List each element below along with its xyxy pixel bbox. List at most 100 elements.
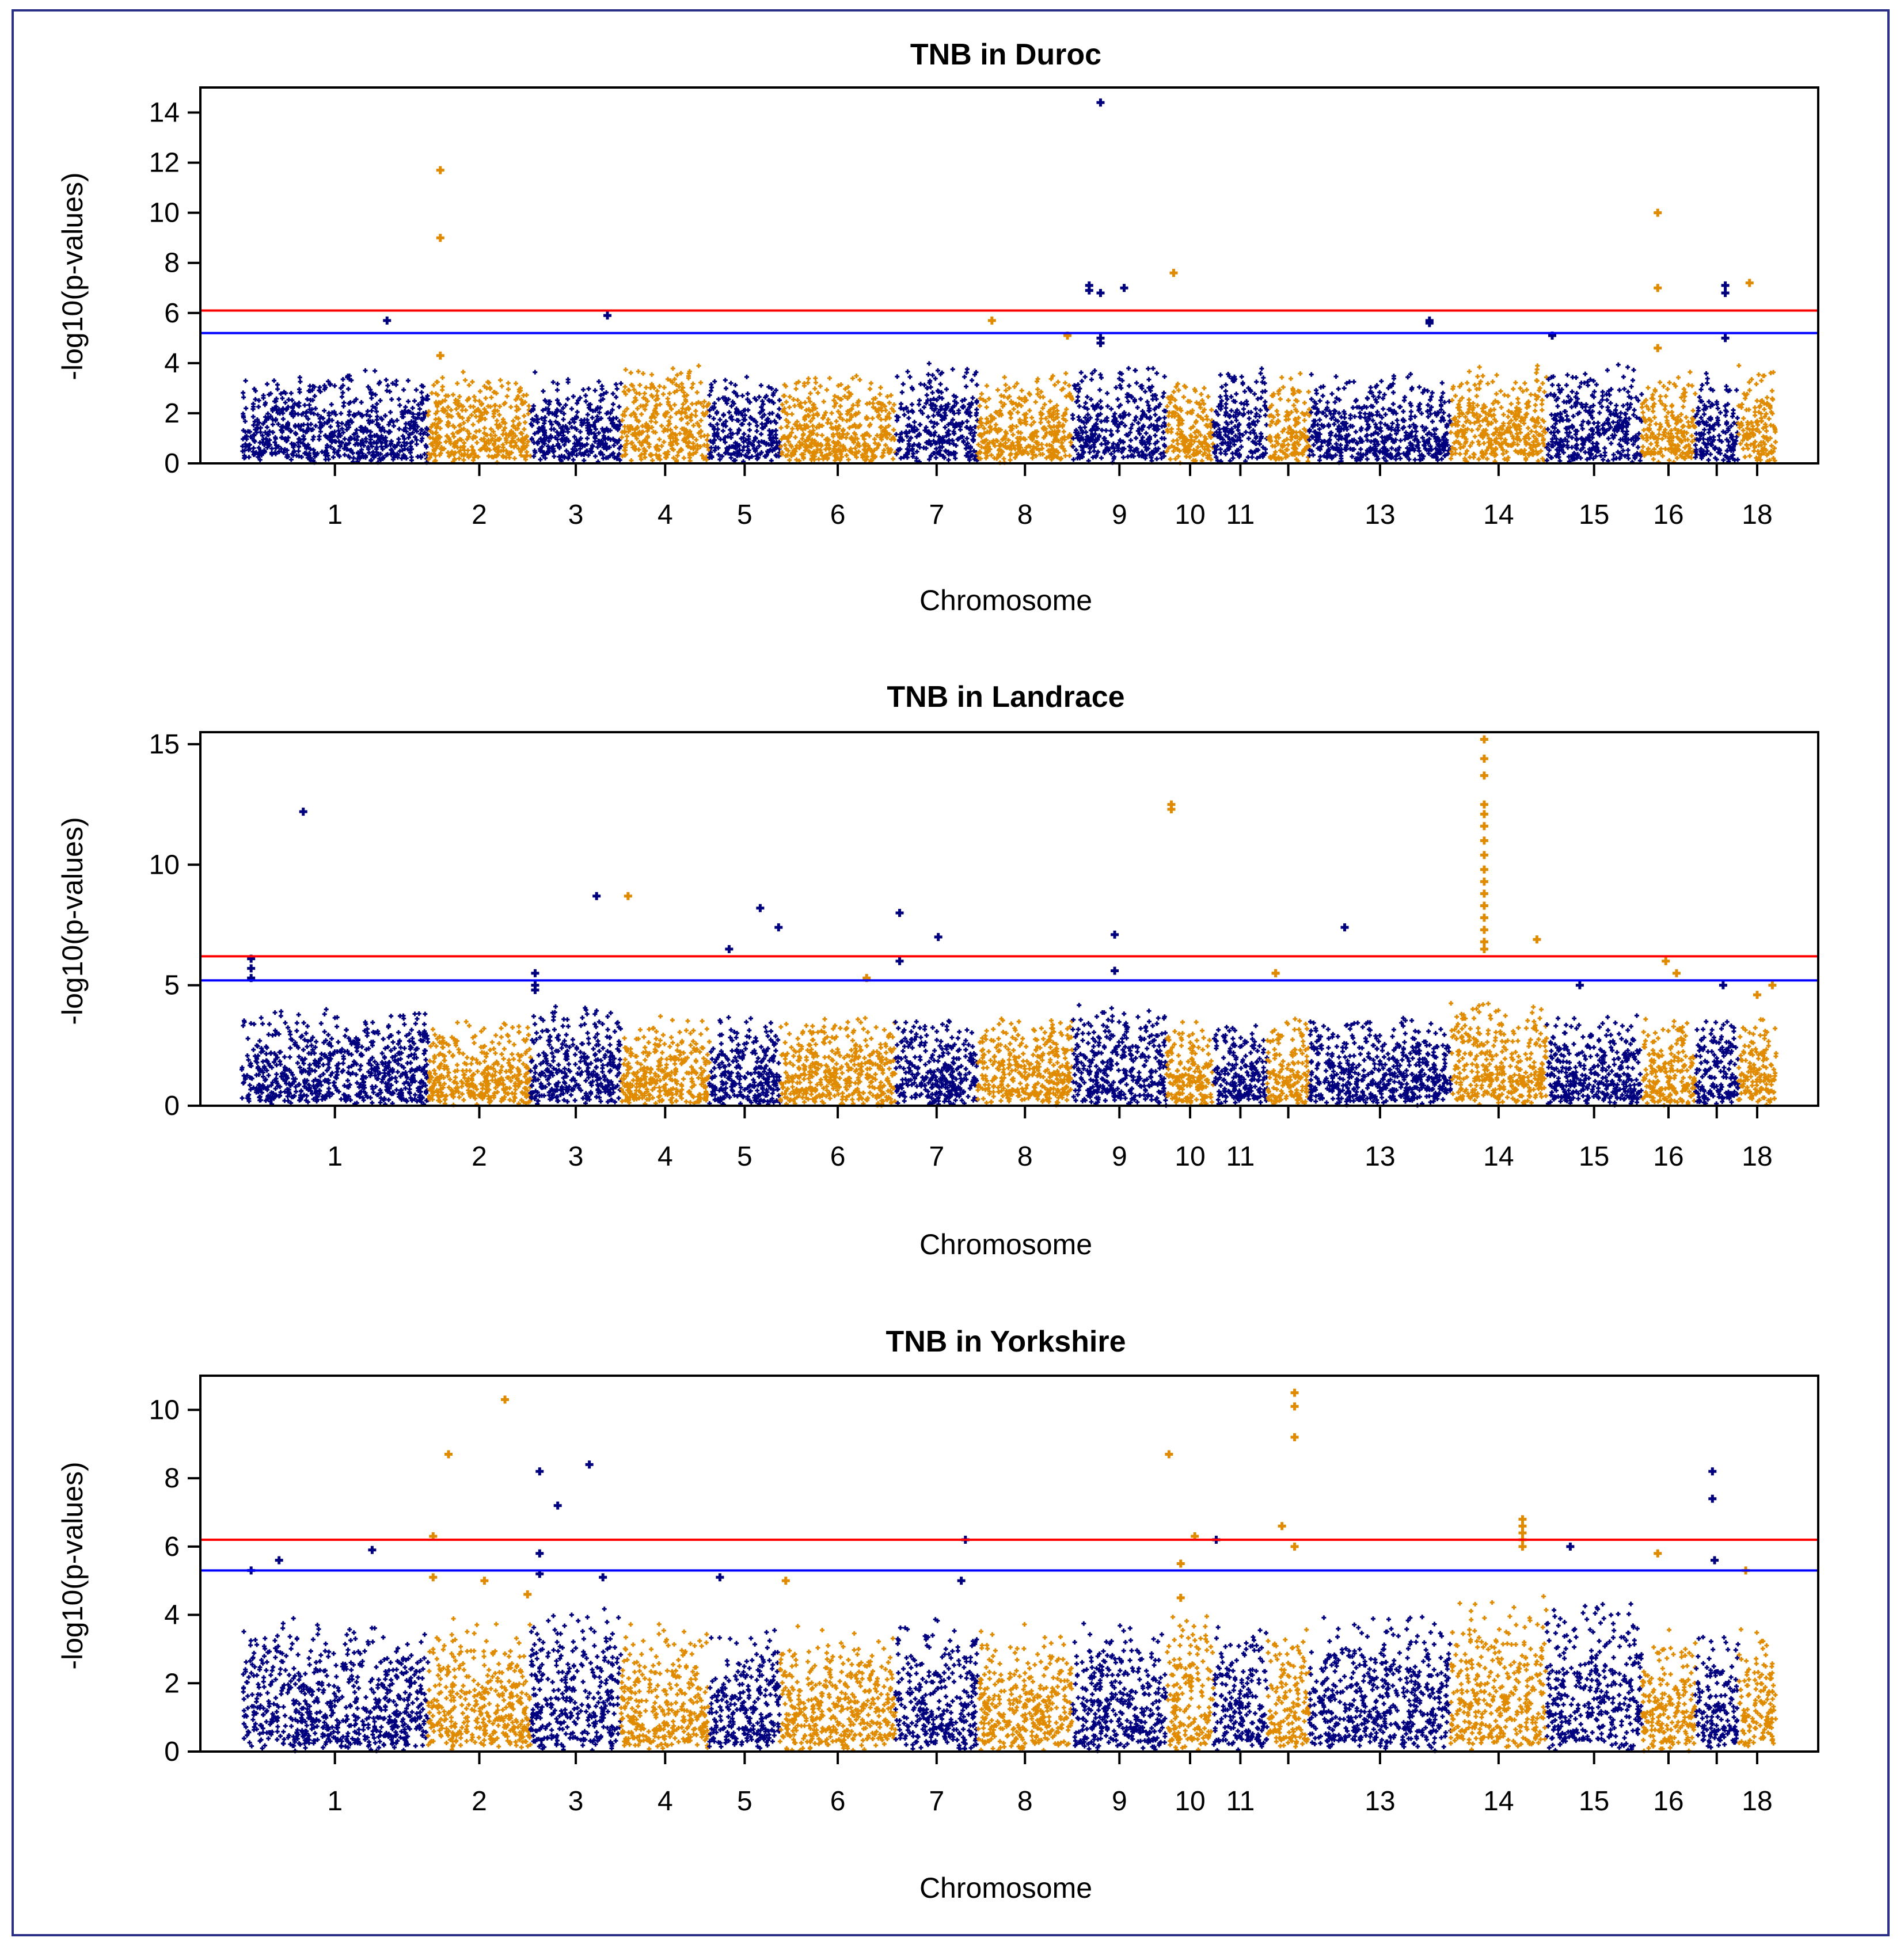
chromosome-label: 5 (737, 1786, 753, 1817)
y-tick-label: 6 (164, 298, 180, 329)
chromosome-label: 4 (658, 500, 673, 530)
plot-frame (199, 731, 1819, 1107)
snp-point-chr14 (1480, 735, 1488, 744)
chromosome-label: 2 (472, 1141, 487, 1172)
chromosome-label: 9 (1112, 500, 1127, 530)
snp-point-chr10 (1176, 1593, 1185, 1602)
chromosome-12-snps (1265, 1017, 1311, 1106)
chromosome-3-snps (529, 370, 624, 465)
snp-point-chr10 (1176, 1559, 1185, 1568)
snp-point-chr10 (1169, 269, 1178, 277)
chromosome-6-snps (778, 374, 898, 465)
chromosome-label: 14 (1483, 500, 1514, 530)
chromosome-2-snps (425, 1616, 533, 1752)
chromosome-4-snps (620, 363, 712, 465)
chromosome-label: 9 (1112, 1786, 1127, 1817)
snp-cloud (241, 1594, 1778, 1753)
chromosome-label: 7 (929, 500, 944, 530)
plot-frame (199, 86, 1819, 465)
chromosome-10-snps (1164, 1019, 1215, 1107)
chromosome-18-snps (1736, 1627, 1778, 1749)
chromosome-12-snps (1265, 371, 1312, 464)
chromosome-label: 6 (830, 1141, 846, 1172)
chromosome-13-snps (1307, 1015, 1453, 1108)
snp-point-chr18 (1745, 279, 1754, 287)
snp-point-chr14 (1480, 836, 1488, 845)
snp-point-chr14 (1480, 945, 1488, 953)
chromosome-label: 15 (1579, 1786, 1609, 1817)
snp-point-chr7 (895, 909, 904, 918)
chromosome-label: 16 (1653, 500, 1683, 530)
snp-point-chr5 (774, 923, 783, 932)
chromosome-11-snps (1211, 1023, 1270, 1106)
snp-point-chr14 (1480, 851, 1488, 859)
snp-point-chr16 (1654, 208, 1662, 217)
y-axis-label: -log10(p-values) (56, 1461, 89, 1669)
chromosome-label: 18 (1742, 1786, 1772, 1817)
snp-point-chr14 (1480, 755, 1488, 763)
chromosome-label: 2 (472, 500, 487, 530)
chromosome-label: 8 (1017, 1786, 1033, 1817)
y-tick-label: 4 (164, 1600, 180, 1631)
chromosome-label: 13 (1365, 1786, 1395, 1817)
chromosome-15-snps (1544, 1601, 1644, 1753)
y-tick-label: 14 (149, 98, 180, 128)
chromosome-label: 11 (1226, 500, 1255, 530)
chromosome-16-snps (1640, 1627, 1698, 1753)
chromosome-label: 8 (1017, 500, 1033, 530)
snp-point-chr14 (1518, 1542, 1527, 1551)
snp-point-chr3 (535, 1467, 544, 1476)
panel-title: TNB in Duroc (910, 38, 1101, 71)
snp-point-chr5 (716, 1573, 724, 1582)
chromosome-9-snps (1070, 366, 1168, 465)
chromosome-label: 8 (1017, 1141, 1033, 1172)
chromosome-label: 3 (568, 500, 584, 530)
chromosome-13-snps (1307, 372, 1453, 465)
chromosome-7-snps (894, 361, 980, 465)
snp-point-chr9 (1096, 339, 1105, 348)
snp-cloud (240, 1001, 1778, 1108)
y-tick-label: 10 (149, 850, 180, 880)
snp-point-chr9 (1111, 930, 1119, 939)
y-tick-label: 8 (164, 1463, 180, 1494)
chromosome-label: 2 (472, 1786, 487, 1817)
snp-point-chr14 (1518, 1529, 1527, 1537)
chromosome-1-snps (240, 368, 431, 465)
chromosome-label: 18 (1742, 1141, 1772, 1172)
snp-point-chr14 (1480, 901, 1488, 910)
snp-point-chr14 (1480, 822, 1488, 831)
snp-point-chr9 (1096, 288, 1105, 297)
snp-point-chr14 (1480, 810, 1488, 819)
chromosome-11-snps (1211, 366, 1270, 464)
chromosome-label: 15 (1579, 500, 1609, 530)
chromosome-14-snps (1448, 363, 1549, 464)
chromosome-label: 3 (568, 1786, 584, 1817)
snp-point-chr14 (1480, 800, 1488, 809)
snp-point-chr3 (535, 1549, 544, 1558)
snp-point-chr14 (1480, 938, 1488, 946)
snp-point-chr14 (1533, 935, 1541, 944)
snp-point-chr1 (275, 1556, 283, 1564)
snp-point-chr16 (1672, 969, 1681, 977)
snp-point-chr17 (1708, 1467, 1717, 1476)
snp-point-chr14 (1480, 913, 1488, 922)
chromosome-17-snps (1693, 1635, 1740, 1750)
snp-point-chr2 (436, 166, 444, 174)
chromosome-5-snps (707, 1628, 782, 1750)
snp-point-chr12 (1271, 969, 1280, 977)
chromosome-label: 1 (327, 500, 343, 530)
chromosome-label: 6 (830, 1786, 846, 1817)
chromosome-label: 10 (1175, 1786, 1205, 1817)
panel-title: TNB in Landrace (887, 680, 1124, 714)
snp-point-chr17 (1711, 1556, 1719, 1564)
snp-point-chr6 (781, 1577, 790, 1585)
chromosome-18-snps (1736, 363, 1778, 464)
snp-point-chr17 (1708, 1494, 1717, 1503)
chromosome-label: 9 (1112, 1141, 1127, 1172)
snp-point-chr16 (1662, 957, 1670, 965)
chromosome-label: 14 (1483, 1786, 1514, 1817)
snp-point-chr17 (1721, 288, 1730, 297)
snp-point-chr2 (523, 1590, 532, 1598)
y-axis-label: -log10(p-values) (56, 172, 89, 380)
